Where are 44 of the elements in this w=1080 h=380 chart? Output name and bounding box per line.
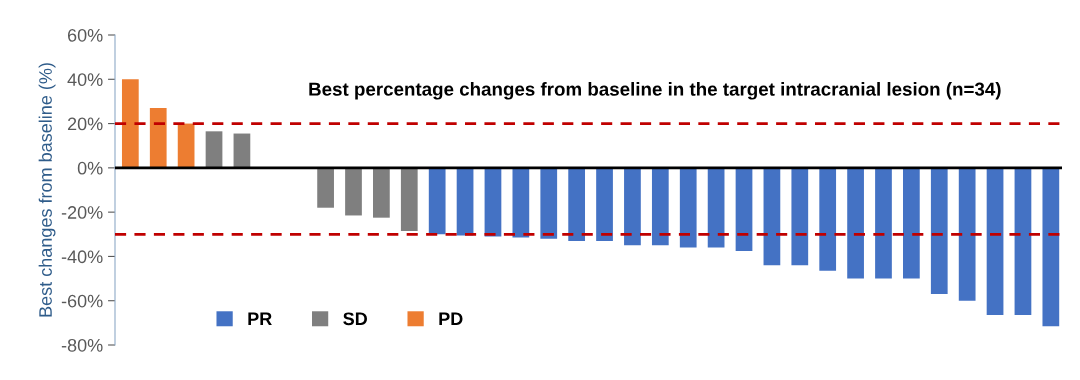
- bar: [373, 167, 390, 218]
- y-tick-label: -20%: [61, 206, 103, 219]
- bar: [624, 167, 641, 246]
- bar: [345, 167, 362, 216]
- legend-label: PR: [248, 312, 272, 325]
- bar: [456, 167, 474, 236]
- bar: [651, 167, 669, 246]
- bar: [1042, 167, 1060, 327]
- bar: [735, 167, 753, 251]
- y-tick-label: -60%: [61, 294, 103, 308]
- bar: [986, 167, 1004, 316]
- bar: [763, 167, 781, 266]
- bar: [568, 167, 586, 241]
- bar: [540, 167, 558, 239]
- bar: [958, 167, 976, 301]
- bar: [903, 167, 920, 279]
- bar: [596, 167, 613, 241]
- y-tick-label: 60%: [67, 28, 103, 42]
- bar: [847, 167, 864, 279]
- bar: [484, 167, 502, 237]
- bar: [400, 167, 418, 231]
- bar: [679, 167, 697, 248]
- legend-label: PD: [439, 312, 463, 325]
- bar: [428, 167, 446, 235]
- y-tick-label: 0%: [77, 161, 103, 175]
- bar: [1014, 167, 1032, 316]
- y-tick-label: -40%: [61, 250, 103, 264]
- text: Best percentage changes from baseline in the target intracranial lesion (n=34): [309, 82, 1001, 100]
- bar: [875, 167, 892, 279]
- bar: [512, 167, 530, 238]
- bar: [707, 167, 725, 248]
- bar: [317, 167, 334, 208]
- y-tick-label: 20%: [67, 117, 103, 131]
- bar: [205, 131, 223, 168]
- y-tick-label: -80%: [61, 338, 103, 352]
- bar: [149, 108, 167, 168]
- y-tick-label: 40%: [67, 73, 103, 87]
- bar: [177, 123, 195, 168]
- y-axis-title: Best changes from baseline (%): [38, 63, 56, 317]
- legend-label: SD: [343, 312, 367, 326]
- bar: [819, 167, 837, 271]
- bar: [930, 167, 948, 295]
- bar: [121, 79, 139, 168]
- bar: [791, 167, 809, 266]
